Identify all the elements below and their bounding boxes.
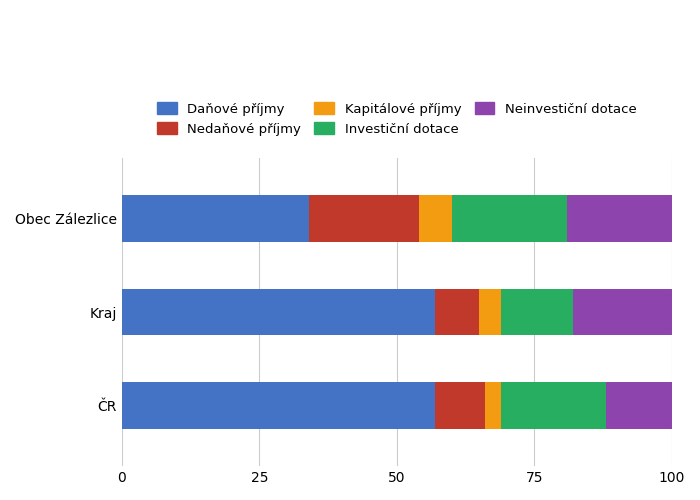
Bar	[122, 382, 435, 429]
Bar	[501, 382, 606, 429]
Bar	[122, 289, 435, 336]
Bar	[501, 289, 573, 336]
Legend: Daňové příjmy, Nedaňové příjmy, Kapitálové příjmy, Investiční dotace, Neinvestič: Daňové příjmy, Nedaňové příjmy, Kapitálo…	[152, 97, 642, 141]
Bar	[606, 382, 672, 429]
Bar	[567, 196, 672, 242]
Bar	[435, 289, 480, 336]
Bar	[485, 382, 501, 429]
Bar	[452, 196, 567, 242]
Bar	[122, 196, 309, 242]
Bar	[435, 382, 485, 429]
Bar	[309, 196, 419, 242]
Bar	[573, 289, 672, 336]
Bar	[419, 196, 452, 242]
Bar	[480, 289, 501, 336]
